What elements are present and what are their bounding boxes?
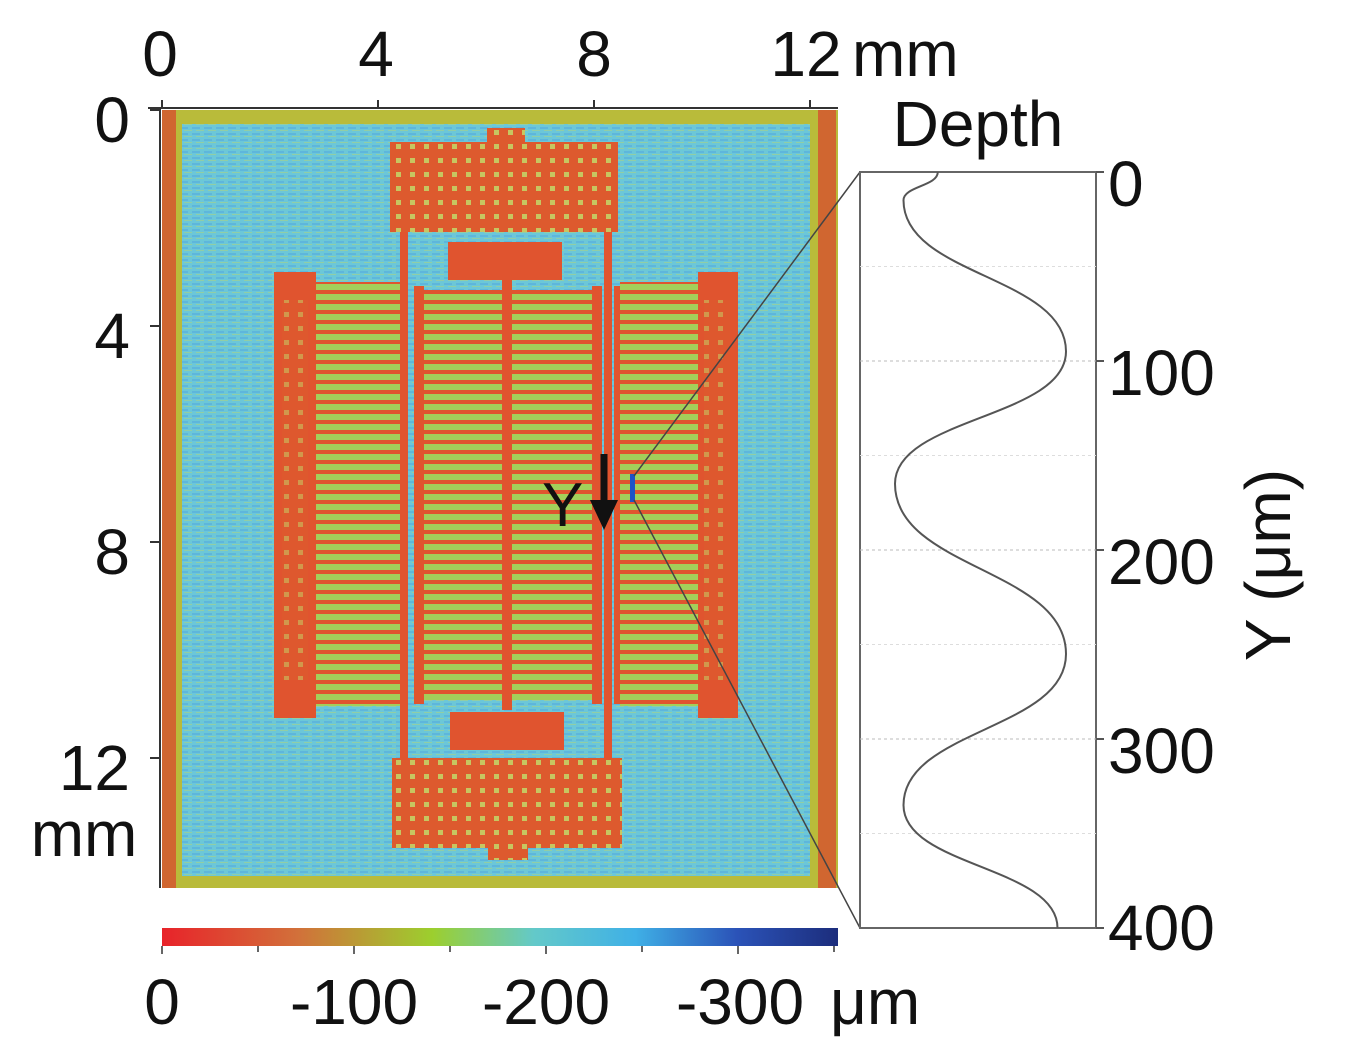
- profile-title: Depth: [893, 88, 1064, 160]
- beam-left-outer: [400, 232, 408, 760]
- zoom-connector-lines: [633, 171, 861, 929]
- y-tick-label: 8: [94, 516, 130, 588]
- right-electrode-holes: [704, 300, 730, 680]
- beam-center: [502, 280, 512, 710]
- top-solid-block: [448, 242, 562, 280]
- profile-tick-label: 400: [1108, 892, 1215, 964]
- profile-tick-label: 0: [1108, 148, 1144, 220]
- colorbar-ticks: [161, 946, 835, 954]
- comb-fingers-left: [312, 282, 400, 706]
- depth-profile-curve: [893, 171, 1068, 929]
- map-frame-right-edge: [818, 110, 836, 888]
- map-frame-left-edge: [162, 110, 176, 888]
- left-electrode-holes: [282, 300, 308, 680]
- profile-tick-label: 100: [1108, 337, 1215, 409]
- beam-left-inner: [414, 286, 424, 704]
- beam-right-inner: [592, 286, 602, 704]
- profile-tick-label: 200: [1108, 526, 1215, 598]
- x-tick-label: 0: [142, 18, 178, 90]
- x-tick-label: 4: [358, 18, 394, 90]
- scan-cut-marker: [630, 474, 635, 502]
- y-tick-label: 4: [94, 300, 130, 372]
- scan-direction-arrow: [590, 454, 618, 530]
- bottom-solid-block: [450, 712, 564, 750]
- colorbar-tick-label: 0: [144, 966, 180, 1038]
- map-top-axis: [148, 100, 838, 109]
- depth-map: [162, 110, 838, 888]
- comb-fingers-center-right: [512, 290, 594, 700]
- bottom-tab: [488, 810, 528, 860]
- colorbar-tick-label: -100: [290, 966, 418, 1038]
- colorbar: [162, 928, 838, 946]
- x-tick-label: 8: [576, 18, 612, 90]
- top-tab: [487, 128, 525, 180]
- colorbar-unit: μm: [830, 966, 920, 1038]
- x-axis-unit: mm: [852, 18, 959, 90]
- comb-fingers-center-left: [420, 290, 508, 700]
- profile-y-label: Y (μm): [1232, 469, 1304, 661]
- map-left-axis: [150, 108, 161, 888]
- x-tick-label: 12: [770, 18, 841, 90]
- beam-right-outer: [604, 232, 612, 760]
- profile-tick-label: 300: [1108, 715, 1215, 787]
- profile-frame: [859, 171, 1097, 929]
- y-tick-label: 0: [94, 84, 130, 156]
- scan-direction-label: Y: [542, 471, 583, 540]
- profile-y-ticks: [1096, 171, 1104, 929]
- y-axis-unit: mm: [31, 798, 138, 870]
- y-tick-label: 12: [59, 732, 130, 804]
- beam-right-thin: [614, 286, 620, 704]
- colorbar-tick-label: -300: [676, 966, 804, 1038]
- colorbar-tick-label: -200: [482, 966, 610, 1038]
